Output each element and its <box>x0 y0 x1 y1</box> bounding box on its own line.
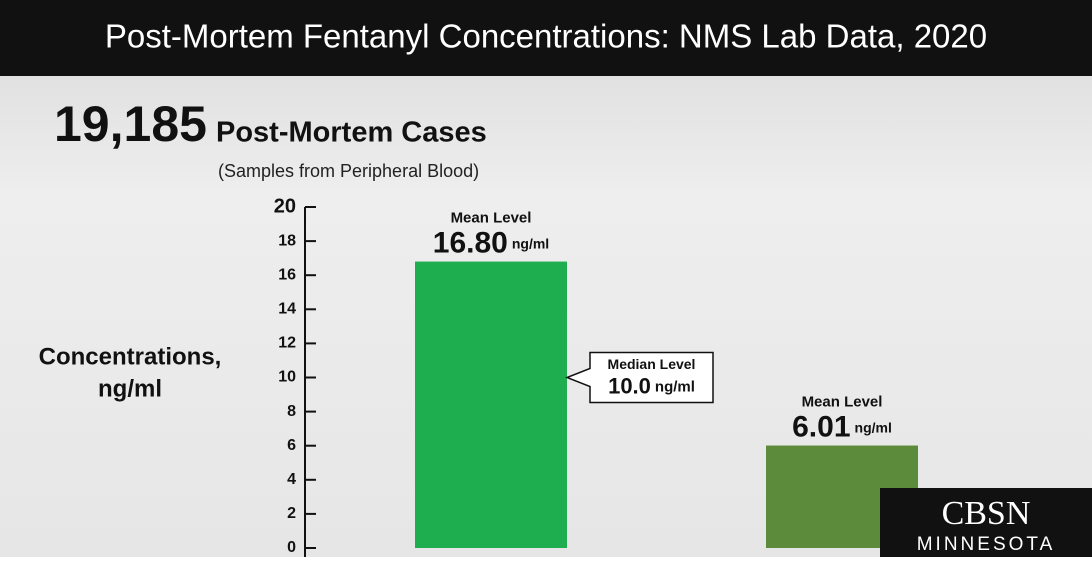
y-axis-label: Concentrations, <box>39 343 222 370</box>
logo-brand: CBSN <box>942 495 1031 532</box>
y-tick-label: 16 <box>278 266 296 283</box>
y-tick-label: 8 <box>287 403 296 420</box>
value-unit: ng/ml <box>855 419 892 435</box>
y-tick-label: 12 <box>278 335 296 352</box>
annotation-callout <box>564 351 714 404</box>
annotation-unit: ng/ml <box>655 378 695 395</box>
y-tick-label: 6 <box>287 437 296 454</box>
annotation-value: 10.0 ng/ml <box>608 373 695 398</box>
chart-title: Post-Mortem Fentanyl Concentrations: NMS… <box>105 18 987 55</box>
value-number: 6.01 <box>792 410 850 443</box>
y-tick-label: 10 <box>278 369 296 386</box>
value-label: 6.01 ng/ml <box>792 410 892 443</box>
bar <box>415 261 567 548</box>
value-label-title: Mean Level <box>802 393 883 410</box>
y-tick-label: 0 <box>287 539 296 556</box>
y-axis-label: ng/ml <box>98 375 162 402</box>
logo-region: MINNESOTA <box>917 534 1056 555</box>
headline-count: 19,185 <box>54 96 207 152</box>
annotation-number: 10.0 <box>608 373 651 398</box>
y-tick-label: 4 <box>287 471 296 488</box>
logo-box <box>880 488 1092 557</box>
value-unit: ng/ml <box>512 235 549 251</box>
value-number: 16.80 <box>433 226 508 259</box>
annotation-label: Median Level <box>608 356 696 372</box>
subtitle: (Samples from Peripheral Blood) <box>218 161 479 181</box>
headline-label: Post-Mortem Cases <box>216 117 487 149</box>
y-tick-label: 18 <box>278 232 296 249</box>
title-bar <box>0 0 1092 76</box>
y-tick-label: 20 <box>274 195 296 217</box>
y-tick-label: 2 <box>287 505 296 522</box>
value-label-title: Mean Level <box>451 210 532 227</box>
y-tick-label: 14 <box>278 301 296 318</box>
value-label: 16.80 ng/ml <box>433 226 549 259</box>
